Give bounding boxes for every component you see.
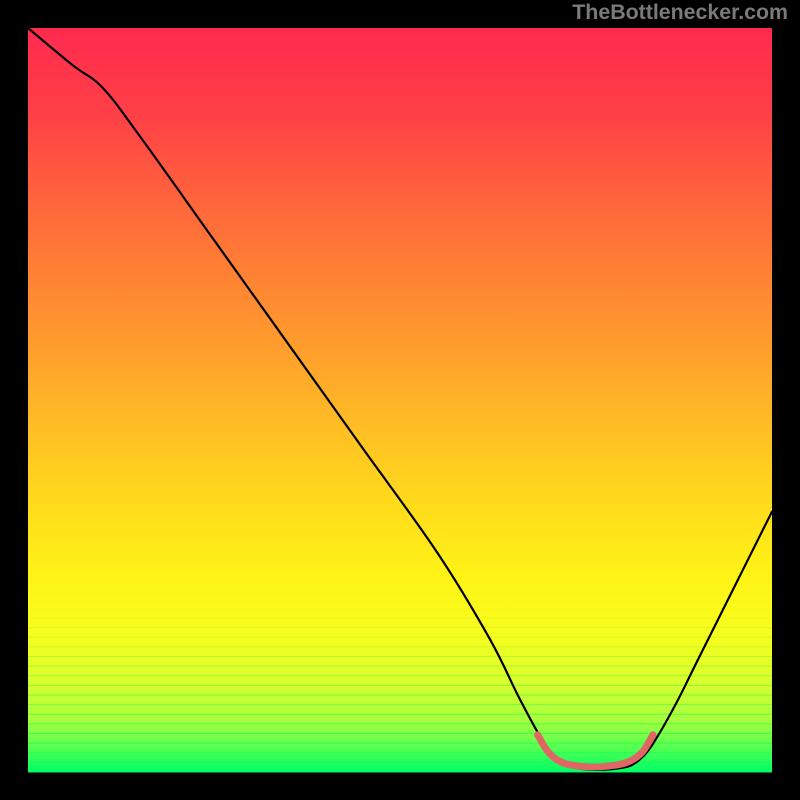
chart-container: TheBottlenecker.com [0, 0, 800, 800]
watermark-label: TheBottlenecker.com [572, 0, 788, 25]
bottleneck-chart [0, 0, 800, 800]
plot-area [28, 28, 772, 772]
